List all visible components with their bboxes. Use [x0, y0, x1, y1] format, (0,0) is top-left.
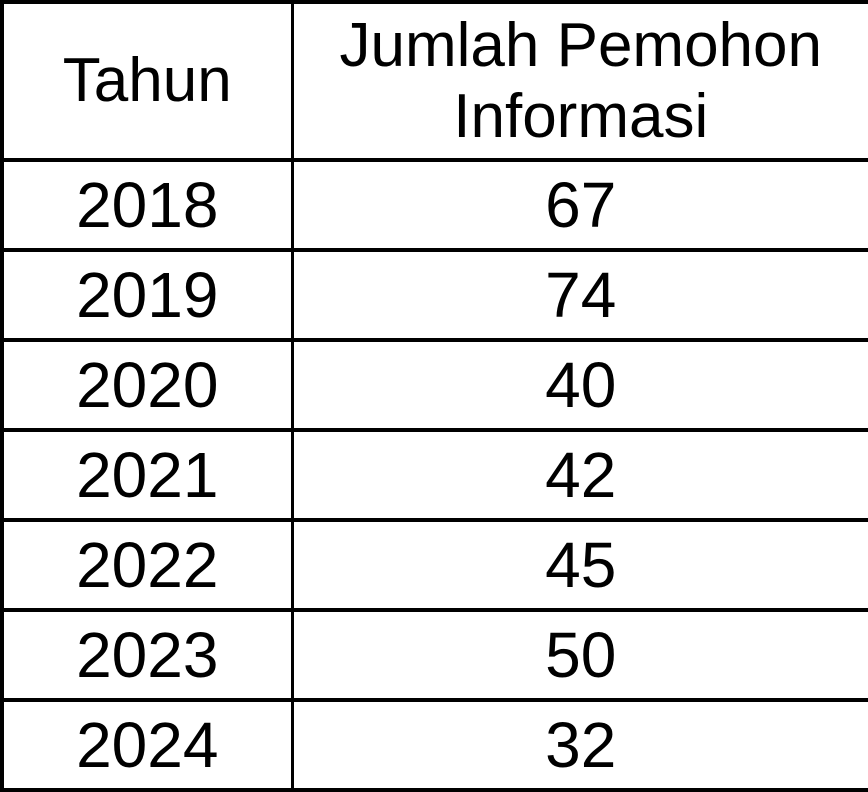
year-cell: 2023 — [0, 608, 294, 702]
value-cell: 42 — [290, 428, 868, 522]
col-header-tahun-label: Tahun — [62, 46, 232, 116]
col-header-jumlah-pemohon-informasi: Jumlah Pemohon Informasi — [290, 0, 868, 162]
col-header-jumlah-label: Jumlah Pemohon Informasi — [339, 10, 823, 151]
year-cell: 2019 — [0, 248, 294, 342]
value-cell: 74 — [290, 248, 868, 342]
value-cell: 67 — [290, 158, 868, 252]
year-cell: 2022 — [0, 518, 294, 612]
value-cell: 50 — [290, 608, 868, 702]
table-row: 2021 42 — [0, 428, 868, 522]
header-row: Tahun Jumlah Pemohon Informasi — [0, 0, 868, 162]
value-cell: 32 — [290, 698, 868, 792]
table-row: 2023 50 — [0, 608, 868, 702]
table-row: 2022 45 — [0, 518, 868, 612]
year-cell: 2024 — [0, 698, 294, 792]
year-cell: 2021 — [0, 428, 294, 522]
value-cell: 40 — [290, 338, 868, 432]
year-cell: 2018 — [0, 158, 294, 252]
table-row: 2024 32 — [0, 698, 868, 792]
year-cell: 2020 — [0, 338, 294, 432]
table-row: 2019 74 — [0, 248, 868, 342]
table-row: 2020 40 — [0, 338, 868, 432]
table-row: 2018 67 — [0, 158, 868, 252]
col-header-tahun: Tahun — [0, 0, 294, 162]
value-cell: 45 — [290, 518, 868, 612]
